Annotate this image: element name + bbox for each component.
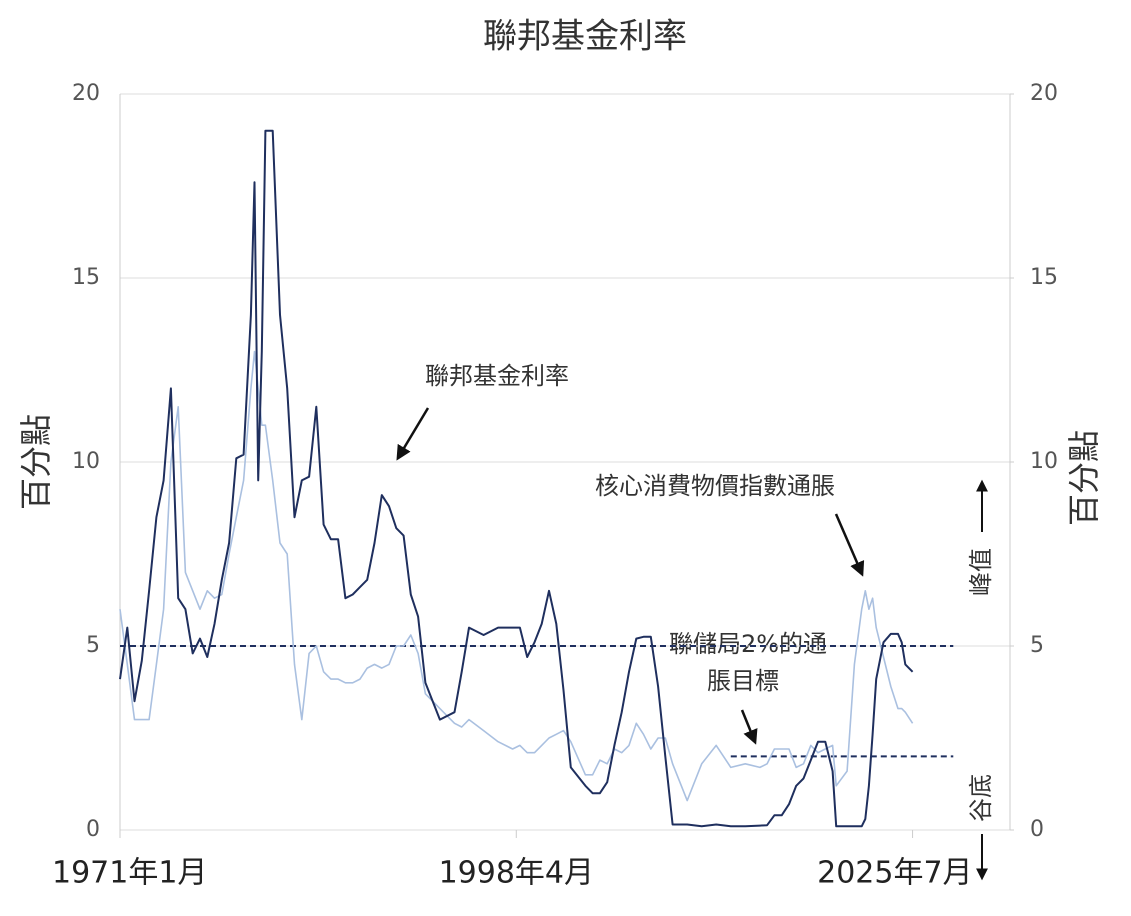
x-tick-label: 1998年4月 bbox=[439, 856, 594, 891]
y2-tick-label: 5 bbox=[1030, 633, 1044, 658]
annotation: 聯儲局2%的通 bbox=[669, 630, 827, 658]
annotation: 峰值 bbox=[967, 548, 995, 596]
y2-tick-label: 20 bbox=[1030, 81, 1058, 106]
data-line bbox=[119, 350, 914, 802]
plot: 0 5 10 15 20 0 5 10 15 20 1971年1月 1998年4月 2025年7月 bbox=[52, 81, 1058, 891]
annotation: 聯邦基金利率 bbox=[425, 362, 569, 390]
y2-tick-label: 10 bbox=[1030, 449, 1058, 474]
annotation: 谷底 bbox=[967, 774, 995, 822]
annotation-arrow bbox=[396, 407, 430, 461]
y2-tick-label: 15 bbox=[1030, 265, 1058, 290]
data-line bbox=[119, 129, 914, 828]
x-tick-label: 1971年1月 bbox=[52, 856, 207, 891]
y-tick-label: 20 bbox=[72, 81, 100, 106]
annotation: 核心消費物價指數通脹 bbox=[595, 472, 835, 500]
y2-tick-label: 0 bbox=[1030, 817, 1044, 842]
annotation-arrow bbox=[834, 513, 865, 577]
annotation-arrow bbox=[740, 709, 758, 745]
y-tick-label: 5 bbox=[86, 633, 100, 658]
y-tick-label: 15 bbox=[72, 265, 100, 290]
y-tick-label: 0 bbox=[86, 817, 100, 842]
y-tick-label: 10 bbox=[72, 449, 100, 474]
x-tick-label: 2025年7月 bbox=[817, 856, 972, 891]
y-axis-label: 百分點 bbox=[17, 414, 55, 510]
annotation: 脹目標 bbox=[707, 667, 779, 695]
y2-axis-label: 百分點 bbox=[1065, 430, 1103, 526]
chart-title: 聯邦基金利率 bbox=[483, 17, 687, 57]
